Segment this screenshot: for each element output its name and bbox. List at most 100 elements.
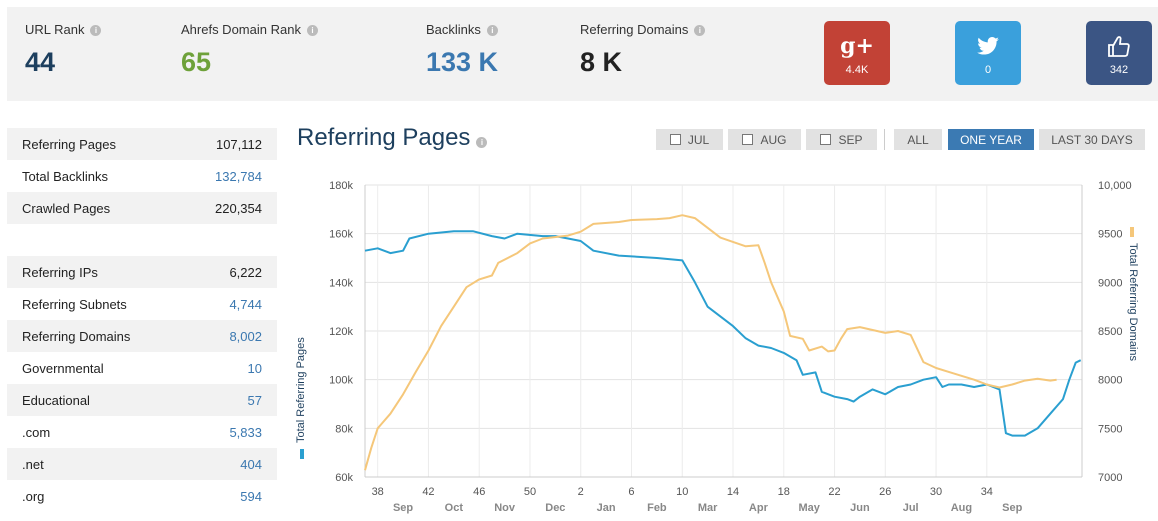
x-week-tick-label: 6 <box>628 486 634 498</box>
y-left-tick-label: 100k <box>329 375 353 387</box>
metric-value[interactable]: 57 <box>247 392 262 408</box>
referring-domains-value: 8 K <box>580 47 623 77</box>
y-left-tick-label: 80k <box>335 423 353 435</box>
metric-row[interactable]: .net 404 <box>7 448 277 480</box>
metric-value[interactable]: 8,002 <box>229 328 262 344</box>
metric-value: 107,112 <box>215 136 262 152</box>
x-month-tick-label: Apr <box>749 502 769 514</box>
filter-sep-button[interactable]: SEP <box>806 129 877 150</box>
chart-title-text: Referring Pages <box>297 124 471 151</box>
metric-row[interactable]: Referring Domains 8,002 <box>7 320 277 352</box>
metric-label: Referring IPs <box>22 264 98 280</box>
metric-row[interactable]: Educational 57 <box>7 384 277 416</box>
metric-row[interactable]: .com 5,833 <box>7 416 277 448</box>
y-right-tick-label: 9500 <box>1098 229 1122 241</box>
filter-sep-label: SEP <box>838 132 863 147</box>
metric-row[interactable]: .org 594 <box>7 480 277 512</box>
domain-rank-value: 65 <box>181 47 212 77</box>
url-rank-label: URL Rank <box>25 22 85 37</box>
metric-value: 220,354 <box>215 200 262 216</box>
metric-row[interactable]: Referring Subnets 4,744 <box>7 288 277 320</box>
info-icon[interactable]: i <box>90 25 102 36</box>
x-week-tick-label: 38 <box>372 486 384 498</box>
twitter-button[interactable]: 0 <box>955 21 1021 85</box>
x-month-tick-label: Jun <box>850 502 870 514</box>
x-week-tick-label: 26 <box>879 486 891 498</box>
metric-row: Referring Pages 107,112 <box>7 128 277 160</box>
checkbox-icon[interactable] <box>820 134 832 145</box>
range-last-30-days-label: LAST 30 DAYS <box>1051 132 1133 147</box>
referring-pages-chart[interactable]: 60k 7000 80k 7500 100k 8000 120k 8500 140k 9000 16… <box>290 170 1148 515</box>
metric-row[interactable]: Governmental 10 <box>7 352 277 384</box>
y-left-tick-label: 140k <box>329 277 353 289</box>
y-right-tick-label: 8500 <box>1098 326 1122 338</box>
x-month-tick-label: Oct <box>445 502 464 514</box>
metric-value[interactable]: 4,744 <box>229 296 262 312</box>
metric-label: Referring Pages <box>22 136 116 152</box>
x-week-tick-label: 34 <box>981 486 993 498</box>
metric-value[interactable]: 5,833 <box>229 424 262 440</box>
y-left-tick-label: 120k <box>329 326 353 338</box>
y-right-tick-label: 10,000 <box>1098 180 1132 192</box>
metric-label: Referring Domains <box>22 328 131 344</box>
checkbox-icon[interactable] <box>742 134 754 145</box>
x-month-tick-label: Sep <box>393 502 413 514</box>
domain-rank-label: Ahrefs Domain Rank <box>181 22 301 37</box>
metric-row: Referring IPs 6,222 <box>7 256 277 288</box>
filter-aug-button[interactable]: AUG <box>728 129 801 150</box>
y-left-tick-label: 60k <box>335 472 353 484</box>
x-week-tick-label: 2 <box>578 486 584 498</box>
metric-value[interactable]: 132,784 <box>215 168 262 184</box>
metric-value[interactable]: 594 <box>240 488 262 504</box>
x-week-tick-label: 22 <box>828 486 840 498</box>
referring-domains-stat: Referring Domains i 8 K <box>580 22 706 78</box>
metric-label: Referring Subnets <box>22 296 127 312</box>
range-last-30-days-button[interactable]: LAST 30 DAYS <box>1039 129 1145 150</box>
x-week-tick-label: 42 <box>422 486 434 498</box>
x-month-tick-label: Sep <box>1002 502 1022 514</box>
x-week-tick-label: 30 <box>930 486 942 498</box>
series-line-referring-domains <box>364 214 1057 471</box>
metrics-table: Referring Pages 107,112 Total Backlinks 132… <box>7 128 277 512</box>
domain-rank-stat: Ahrefs Domain Rank i 65 <box>181 22 318 78</box>
google-plus-button[interactable]: g+ 4.4K <box>824 21 890 85</box>
x-week-tick-label: 14 <box>727 486 739 498</box>
x-month-tick-label: Mar <box>698 502 718 514</box>
y-left-tick-label: 180k <box>329 180 353 192</box>
backlinks-stat: Backlinks i 133 K <box>426 22 498 78</box>
y-right-axis-title-group: Total Referring Domains <box>1127 227 1139 361</box>
x-month-tick-label: Jan <box>597 502 616 514</box>
range-all-button[interactable]: ALL <box>894 129 942 150</box>
y-left-tick-label: 160k <box>329 229 353 241</box>
info-icon[interactable]: i <box>306 25 318 36</box>
filter-aug-label: AUG <box>760 132 787 147</box>
metric-spacer-row <box>7 224 277 256</box>
y-right-axis-title: Total Referring Domains <box>1127 243 1139 361</box>
metric-value[interactable]: 404 <box>240 456 262 472</box>
metric-row: Crawled Pages 220,354 <box>7 192 277 224</box>
x-month-tick-label: Nov <box>494 502 516 514</box>
metric-label: .com <box>22 424 51 440</box>
x-month-tick-label: Feb <box>647 502 667 514</box>
series-line-referring-pages <box>364 230 1082 437</box>
y-left-axis-title-group: Total Referring Pages <box>295 337 307 459</box>
filter-jul-button[interactable]: JUL <box>656 129 723 150</box>
info-icon[interactable]: i <box>486 25 498 36</box>
x-month-tick-label: Aug <box>951 502 972 514</box>
info-icon[interactable]: i <box>694 25 706 36</box>
metric-label: Educational <box>22 392 90 408</box>
info-icon[interactable]: i <box>476 137 488 148</box>
backlinks-value[interactable]: 133 K <box>426 47 499 77</box>
x-week-tick-label: 10 <box>676 486 688 498</box>
checkbox-icon[interactable] <box>669 134 681 145</box>
chart-title: Referring Pages i <box>297 124 488 152</box>
y-right-tick-label: 7500 <box>1098 423 1122 435</box>
facebook-like-button[interactable]: 342 <box>1086 21 1152 85</box>
metric-value[interactable]: 10 <box>247 360 262 376</box>
metric-label: Crawled Pages <box>22 200 111 216</box>
metric-row[interactable]: Total Backlinks 132,784 <box>7 160 277 192</box>
range-one-year-button[interactable]: ONE YEAR <box>948 129 1034 150</box>
metric-label: .org <box>22 488 45 504</box>
range-one-year-label: ONE YEAR <box>960 132 1022 147</box>
y-right-tick-label: 7000 <box>1098 472 1122 484</box>
